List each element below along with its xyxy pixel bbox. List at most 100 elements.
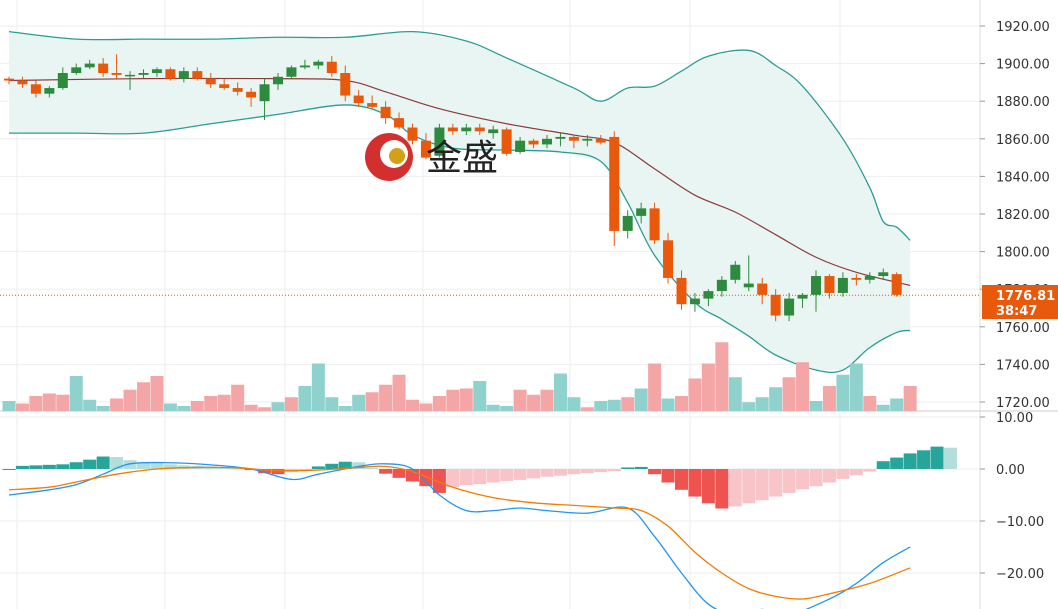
macd-histogram-bar <box>796 469 810 490</box>
macd-histogram-bar <box>365 467 379 469</box>
macd-histogram-bar <box>42 464 56 469</box>
volume-bar <box>755 397 769 411</box>
volume-bar <box>419 403 433 411</box>
volume-bar <box>29 396 43 411</box>
price-tick-label: 1880.00 <box>996 95 1050 110</box>
candle-body <box>420 140 431 158</box>
candle-body <box>474 127 485 132</box>
volume-bar <box>688 378 702 411</box>
macd-histogram-bar <box>352 462 366 469</box>
volume-bar <box>177 406 191 411</box>
volume-bar <box>379 384 393 411</box>
volume-bar <box>849 363 863 411</box>
volume-bar <box>876 404 890 411</box>
candle-body <box>434 127 445 156</box>
volume-bar <box>890 398 904 411</box>
candle-body <box>676 277 687 305</box>
volume-bar <box>742 402 756 411</box>
candle-body <box>125 74 136 77</box>
volume-bar <box>271 402 285 411</box>
candle-body <box>353 95 364 104</box>
macd-histogram-bar <box>594 469 608 473</box>
macd-histogram-bar <box>392 469 406 478</box>
candle-body <box>246 91 257 98</box>
macd-histogram-bar <box>298 469 312 471</box>
volume-bar <box>244 404 258 411</box>
signal-line <box>8 465 911 600</box>
macd-histogram-bar <box>258 469 272 474</box>
macd-histogram-bar <box>69 462 83 469</box>
candle-body <box>582 138 593 141</box>
macd-histogram-bar <box>459 469 473 486</box>
macd-histogram-bar <box>527 469 541 479</box>
candle-body <box>542 138 552 145</box>
candle-body <box>716 279 727 292</box>
macd-histogram-bar <box>782 469 796 493</box>
candle-body <box>98 63 109 73</box>
volume-bar <box>15 403 29 411</box>
candle-body <box>743 283 754 288</box>
candlesticks <box>4 54 902 322</box>
candle-body <box>811 276 821 295</box>
volume-bar <box>96 406 110 411</box>
price-tick-label: 1740.00 <box>996 358 1050 373</box>
volume-bar <box>822 386 836 411</box>
macd-histogram-bar <box>621 467 635 469</box>
candle-body <box>851 277 862 280</box>
volume-bar <box>150 376 164 411</box>
candle-body <box>447 127 458 132</box>
candle-body <box>837 277 848 293</box>
macd-histogram-bar <box>83 459 97 469</box>
macd-histogram-bar <box>325 463 339 469</box>
macd-tick-label: −10.00 <box>996 515 1044 530</box>
macd-histogram-bar <box>742 469 756 504</box>
volume-bar <box>231 384 245 411</box>
candle-body <box>636 208 647 216</box>
volume-bar <box>648 363 662 411</box>
macd-histogram-bar <box>419 469 433 487</box>
candle-body <box>151 69 162 73</box>
volume-bar <box>486 404 500 411</box>
macd-histogram-bar <box>2 469 16 470</box>
macd-histogram-bar <box>500 469 514 481</box>
macd-histogram-bar <box>836 469 850 479</box>
volume-bar <box>634 388 648 411</box>
macd-histogram-bar <box>446 469 460 488</box>
candle-body <box>165 69 176 79</box>
macd-histogram-bar <box>56 464 70 469</box>
bollinger-fill <box>9 31 911 371</box>
price-tick-label: 1720.00 <box>996 396 1050 411</box>
candle-body <box>313 61 324 66</box>
volume-bar <box>473 381 487 411</box>
candle-body <box>30 84 41 94</box>
candle-body <box>340 73 351 96</box>
current-price-badge: 1776.81 38:47 <box>982 285 1058 319</box>
price-tick-label: 1840.00 <box>996 170 1050 185</box>
volume-bar <box>204 396 218 411</box>
volume-bar <box>553 373 567 411</box>
macd-histogram-bar <box>701 469 715 504</box>
volume-bar <box>715 342 729 411</box>
volume-bar <box>500 406 514 411</box>
macd-tick-label: 0.00 <box>996 463 1025 478</box>
price-axis: 1720.001740.001760.001780.001800.001820.… <box>980 20 1050 582</box>
volume-bar <box>459 388 473 411</box>
macd-tick-label: 10.00 <box>996 411 1033 426</box>
candle-body <box>864 276 875 280</box>
macd-histogram-bar <box>728 469 742 507</box>
candle-body <box>663 240 674 278</box>
macd-histogram-bar <box>944 447 957 469</box>
volume-bar <box>123 389 137 411</box>
volume-bar <box>284 397 298 411</box>
candle-body <box>232 88 243 92</box>
candle-body <box>273 76 283 85</box>
macd-histogram-bar <box>809 469 823 487</box>
macd-histogram-bar <box>96 456 110 469</box>
candle-body <box>394 118 405 128</box>
volume-bars <box>2 342 917 411</box>
macd-histogram-bar <box>863 469 877 472</box>
volume-bar <box>217 394 231 411</box>
candle-body <box>568 136 579 141</box>
